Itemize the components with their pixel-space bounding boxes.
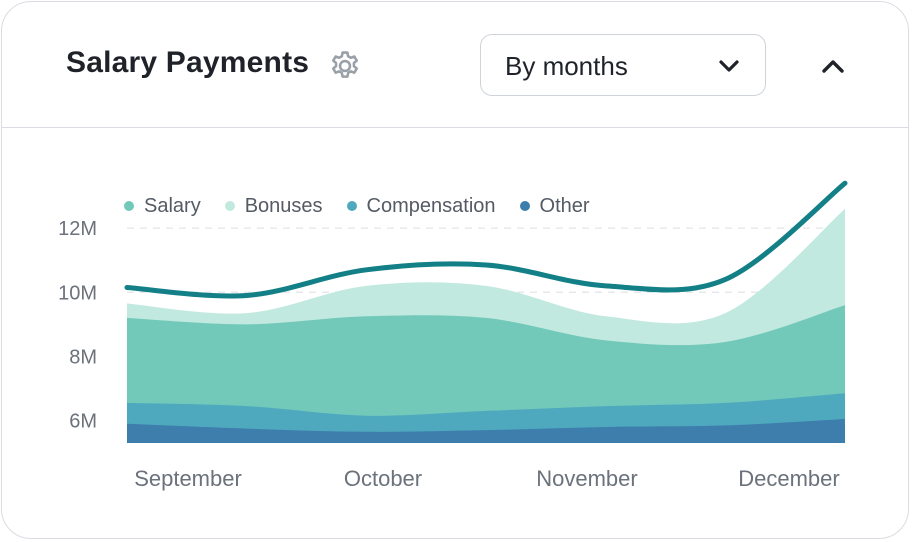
x-tick-label: November (536, 466, 637, 491)
x-tick-label: October (344, 466, 422, 491)
legend-label: Compensation (366, 194, 496, 217)
legend-dot (124, 201, 134, 211)
legend-label: Salary (144, 194, 201, 217)
y-tick-label: 6M (69, 411, 97, 433)
legend-item-other[interactable]: Other (519, 194, 590, 218)
chart-legend: Salary Bonuses Compensation Other (124, 192, 614, 220)
legend-label: Other (539, 194, 590, 217)
card-header: Salary Payments By months (2, 2, 908, 128)
x-tick-label: December (738, 466, 839, 491)
gear-icon[interactable] (328, 49, 362, 83)
legend-dot (224, 201, 235, 211)
legend-dot (346, 201, 357, 211)
chevron-up-icon[interactable] (818, 52, 848, 80)
legend-item-bonuses[interactable]: Bonuses (224, 194, 323, 218)
legend-label: Bonuses (244, 194, 323, 217)
y-tick-label: 12M (58, 218, 97, 240)
period-select-value: By months (505, 51, 628, 81)
legend-dot (519, 201, 530, 211)
total-line (124, 180, 848, 299)
area-other (127, 418, 845, 443)
chevron-down-icon (719, 60, 739, 72)
card-title: Salary Payments (66, 46, 310, 79)
period-select[interactable]: By months (480, 34, 766, 96)
y-tick-label: 10M (58, 282, 97, 304)
legend-item-compensation[interactable]: Compensation (346, 194, 496, 218)
y-tick-label: 8M (69, 346, 97, 368)
legend-item-salary[interactable]: Salary (124, 195, 201, 218)
x-tick-label: September (134, 466, 242, 491)
